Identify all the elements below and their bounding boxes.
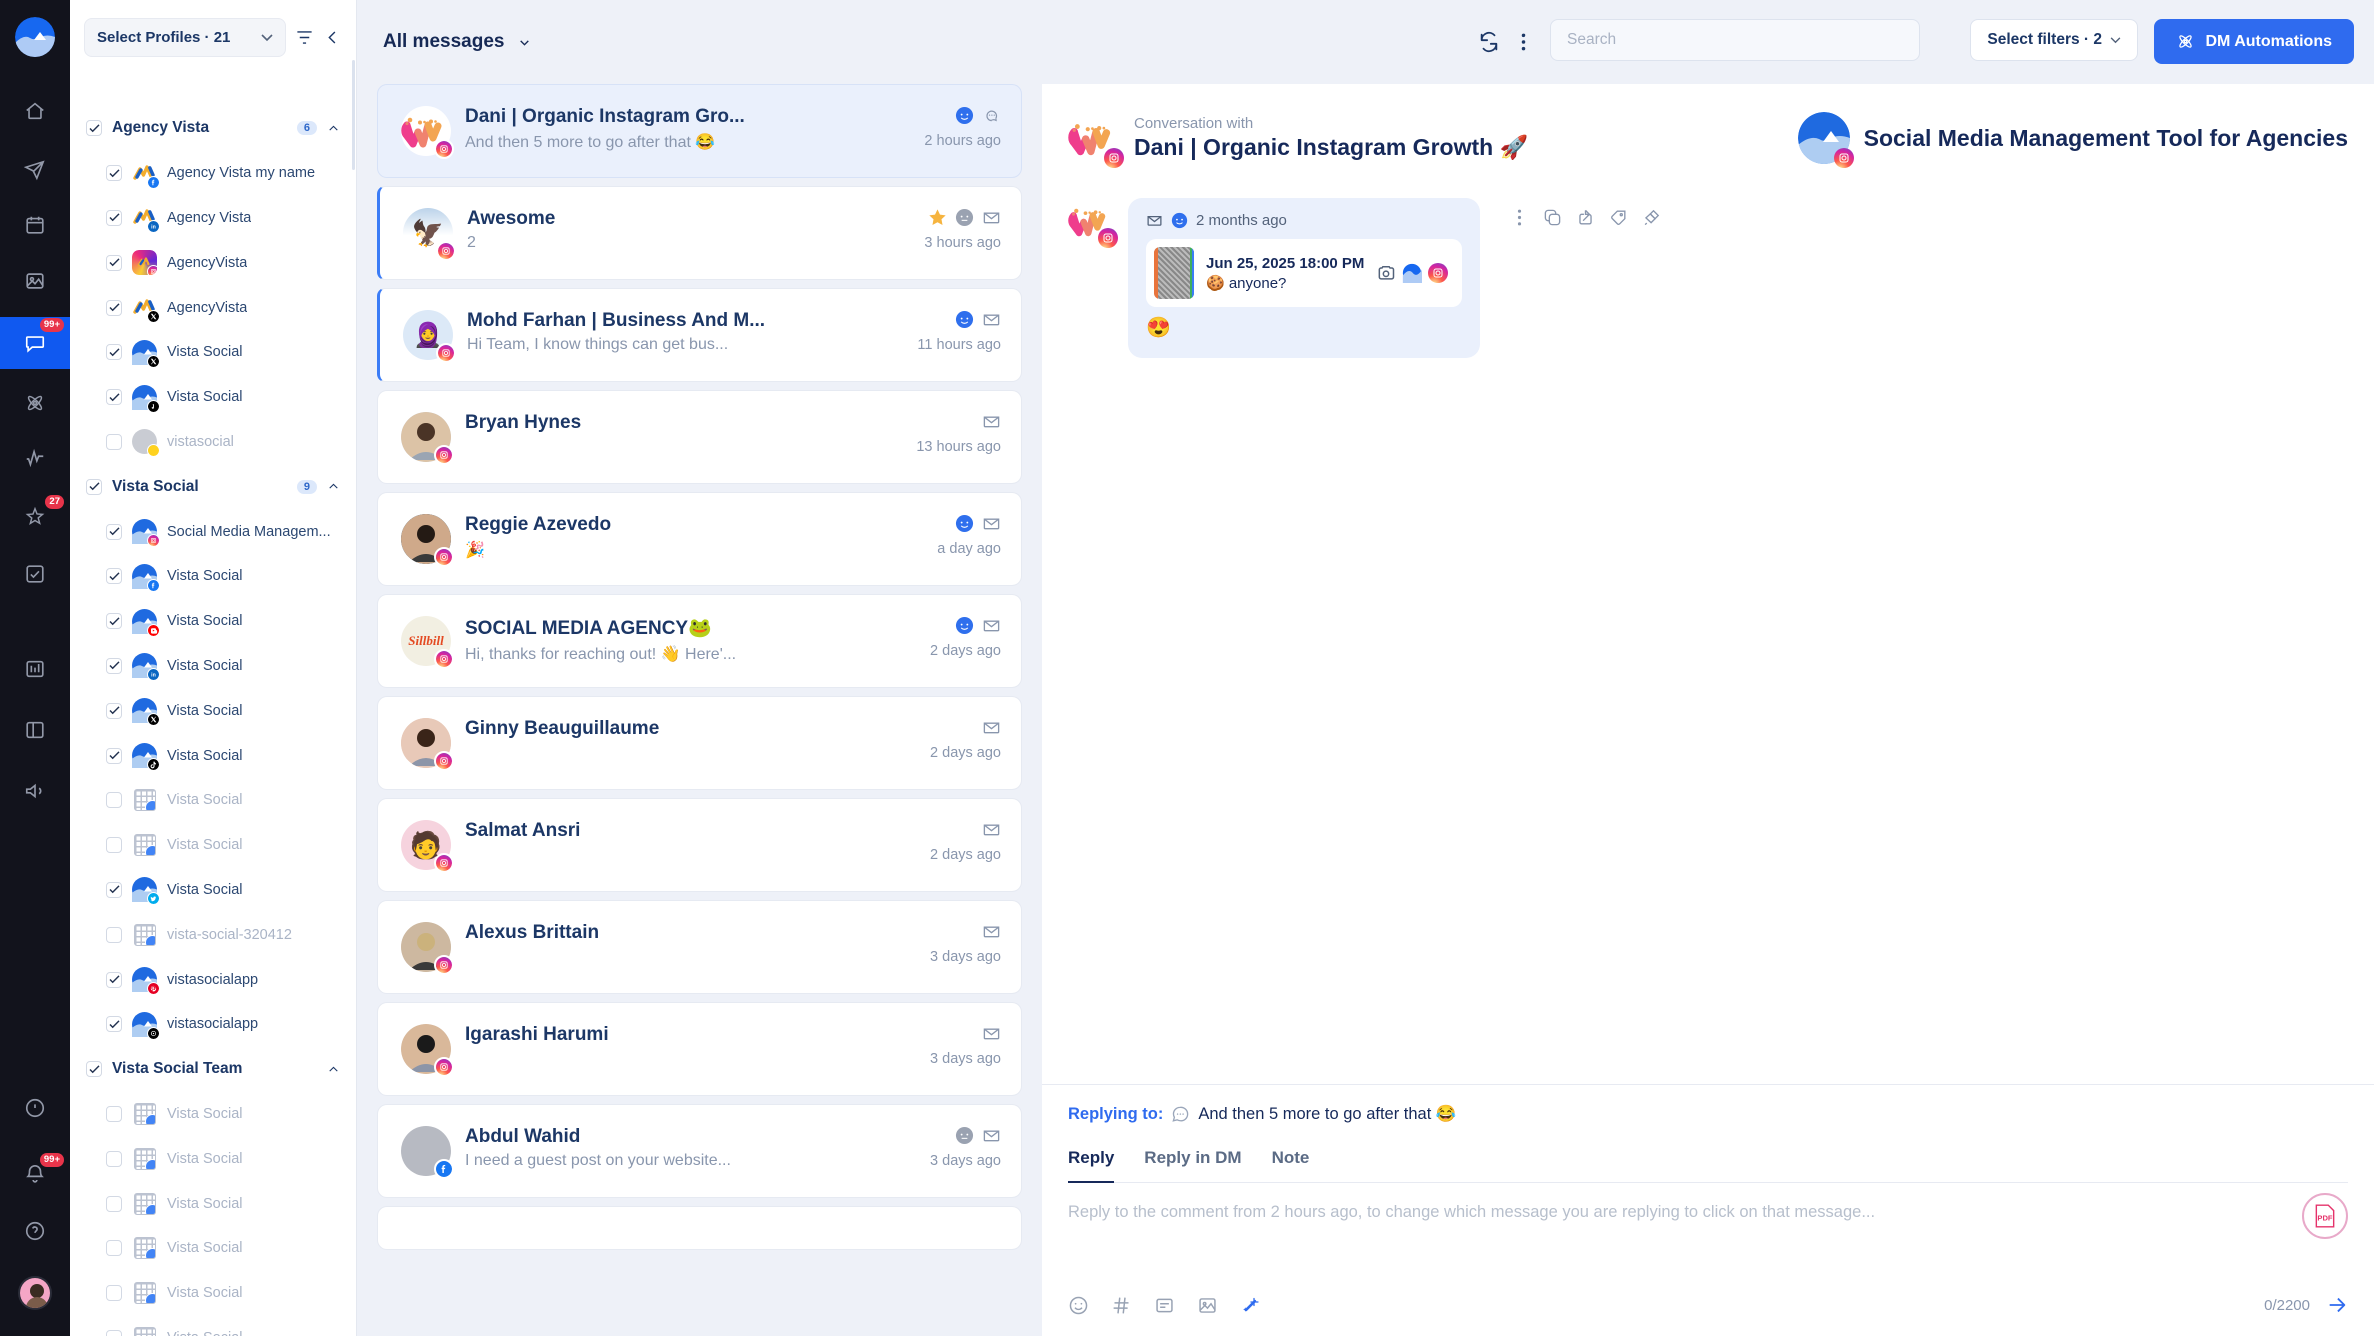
svg-text:in: in <box>151 225 156 231</box>
svg-text:in: in <box>151 673 156 679</box>
svg-text:PDF: PDF <box>2317 1213 2333 1222</box>
